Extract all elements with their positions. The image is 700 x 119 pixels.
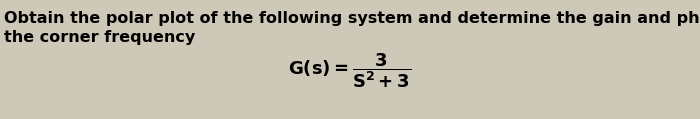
- Text: the corner frequency: the corner frequency: [4, 30, 195, 45]
- Text: $\mathbf{G(s) = \dfrac{3}{S^2 + 3}}$: $\mathbf{G(s) = \dfrac{3}{S^2 + 3}}$: [288, 51, 412, 90]
- Text: Obtain the polar plot of the following system and determine the gain and phase s: Obtain the polar plot of the following s…: [4, 11, 700, 26]
